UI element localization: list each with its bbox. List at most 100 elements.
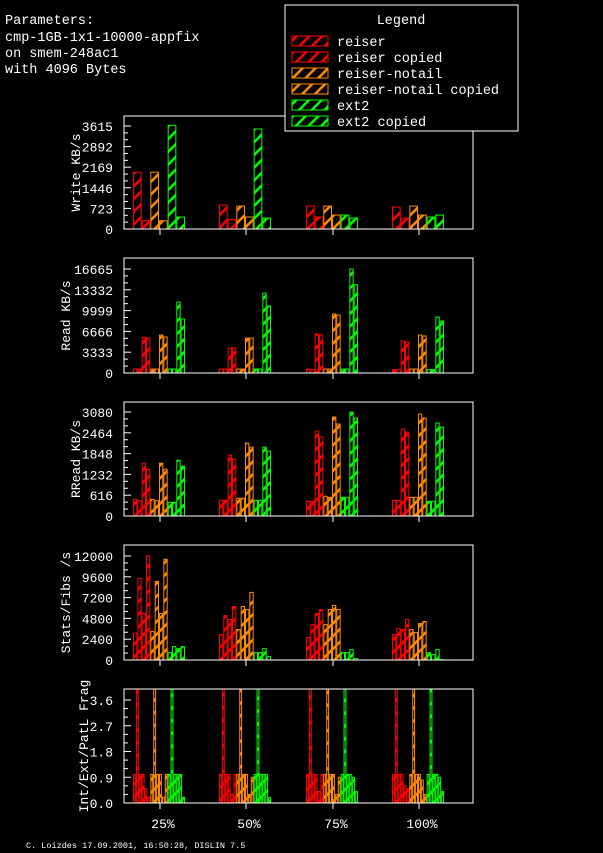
y-tick-label: 9999 <box>82 305 113 320</box>
bar-reiser-copied-75pct <box>314 430 319 516</box>
y-axis-label: Read KB/s <box>59 280 74 350</box>
bar-ext2-25pct <box>172 501 177 516</box>
bar-reiser-75pct <box>306 205 315 229</box>
bar-ext2-100pct <box>431 369 436 373</box>
bar-ext2-copied-25pct <box>176 648 181 660</box>
bar-reiser-notail-copied-100pct <box>422 621 427 660</box>
bar-reiser-notail-75pct <box>329 773 333 803</box>
bar-reiser-notail-copied-100pct <box>422 335 427 373</box>
bar-reiser-notail-50pct <box>240 605 246 660</box>
bar-reiser-notail-copied-50pct <box>245 337 250 373</box>
bar-reiser-copied-75pct <box>314 216 324 229</box>
y-axis-label: RRead KB/s <box>69 420 84 498</box>
bar-ext2-100pct <box>431 500 436 516</box>
bar-reiser-notail-75pct <box>323 495 328 516</box>
x-tick-label: 50% <box>237 817 261 832</box>
legend-label: reiser-notail <box>337 68 442 83</box>
plot-frame <box>123 544 474 661</box>
bar-ext2-copied-100pct <box>441 791 445 803</box>
bar-reiser-copied-100pct <box>400 217 410 229</box>
bar-ext2-25pct <box>167 368 173 373</box>
bar-reiser-notail-25pct <box>150 368 155 373</box>
bar-ext2-75pct <box>345 652 350 660</box>
bar-ext2-copied-75pct <box>353 417 358 516</box>
bar-reiser-50pct <box>219 634 224 660</box>
bar-reiser-100pct <box>392 206 401 229</box>
bar-reiser-copied-25pct <box>146 337 151 373</box>
bar-reiser-50pct <box>224 773 228 803</box>
bar-reiser-notail-25pct <box>150 773 154 803</box>
bar-reiser-notail-75pct <box>323 368 328 373</box>
bar-reiser-copied-50pct <box>227 773 231 803</box>
bar-reiser-notail-100pct <box>413 368 418 373</box>
bar-reiser-notail-copied-25pct <box>159 613 164 660</box>
bar-reiser-50pct <box>223 615 228 660</box>
legend-item: reiser copied <box>291 51 442 67</box>
legend-swatch <box>291 35 329 47</box>
y-tick-label: 3.6 <box>90 694 113 709</box>
y-tick-label: 1848 <box>82 448 113 463</box>
bar-reiser-notail-25pct <box>150 171 159 229</box>
bar-ext2-copied-75pct <box>349 411 354 516</box>
bar-reiser-75pct <box>306 637 311 660</box>
bar-reiser-100pct <box>392 634 397 660</box>
bar-ext2-copied-25pct <box>180 646 186 660</box>
bar-ext2-copied-50pct <box>262 292 267 373</box>
bar-reiser-copied-25pct <box>141 773 145 803</box>
y-tick-label: 2.7 <box>90 720 113 735</box>
y-tick-label: 0 <box>105 654 113 669</box>
plot-frame <box>123 688 474 804</box>
plot-frame <box>123 257 474 374</box>
bar-ext2-25pct <box>172 368 177 373</box>
bar-reiser-notail-copied-100pct <box>423 793 427 803</box>
bar-ext2-100pct <box>426 500 431 516</box>
bar-reiser-50pct <box>223 368 228 373</box>
bar-ext2-100pct <box>426 369 431 373</box>
bar-reiser-copied-50pct <box>232 347 237 373</box>
parameters-line: Parameters: <box>5 14 94 29</box>
bar-reiser-copied-75pct <box>320 773 324 803</box>
bar-reiser-copied-75pct <box>314 613 319 660</box>
bar-reiser-notail-100pct <box>413 632 418 660</box>
bar-reiser-copied-25pct <box>144 788 148 803</box>
bar-ext2-copied-50pct <box>266 450 271 516</box>
bar-reiser-notail-copied-25pct <box>159 773 162 803</box>
bar-reiser-copied-100pct <box>405 341 410 373</box>
bar-ext2-copied-25pct <box>176 301 181 373</box>
bar-ext2-75pct <box>340 773 344 803</box>
bar-reiser-100pct <box>392 369 397 373</box>
bar-reiser-copied-25pct <box>146 555 151 660</box>
bar-ext2-100pct <box>426 773 430 803</box>
x-tick-label: 75% <box>324 817 348 832</box>
bar-reiser-50pct <box>219 773 222 803</box>
bar-reiser-copied-50pct <box>227 347 233 373</box>
y-tick-label: 7200 <box>82 592 113 607</box>
x-tick-label: 100% <box>406 817 437 832</box>
bar-reiser-100pct <box>396 369 401 373</box>
bar-reiser-notail-copied-100pct <box>418 334 423 373</box>
y-tick-label: 0 <box>105 223 113 238</box>
legend-item: ext2 copied <box>291 115 426 131</box>
bar-reiser-100pct <box>394 689 398 803</box>
bar-ext2-100pct <box>432 773 436 803</box>
bar-reiser-notail-copied-50pct <box>249 591 254 660</box>
y-tick-label: 1446 <box>82 182 113 197</box>
bar-reiser-notail-copied-25pct <box>163 558 168 660</box>
bar-reiser-notail-copied-75pct <box>332 416 337 516</box>
bar-ext2-copied-75pct <box>349 649 354 660</box>
y-tick-label: 1.8 <box>90 746 113 761</box>
bar-reiser-notail-copied-50pct <box>249 337 254 373</box>
bar-reiser-copied-75pct <box>314 773 318 803</box>
bar-ext2-copied-100pct <box>435 316 440 373</box>
bar-reiser-75pct <box>310 500 315 516</box>
bar-reiser-notail-25pct <box>154 580 160 660</box>
bar-ext2-copied-50pct <box>265 773 269 803</box>
bar-reiser-copied-50pct <box>227 454 233 516</box>
bar-reiser-notail-75pct <box>327 368 332 373</box>
y-tick-label: 0 <box>105 367 113 382</box>
bar-ext2-copied-100pct <box>439 426 444 516</box>
y-tick-label: 13332 <box>74 284 113 299</box>
bar-reiser-25pct <box>135 689 139 803</box>
